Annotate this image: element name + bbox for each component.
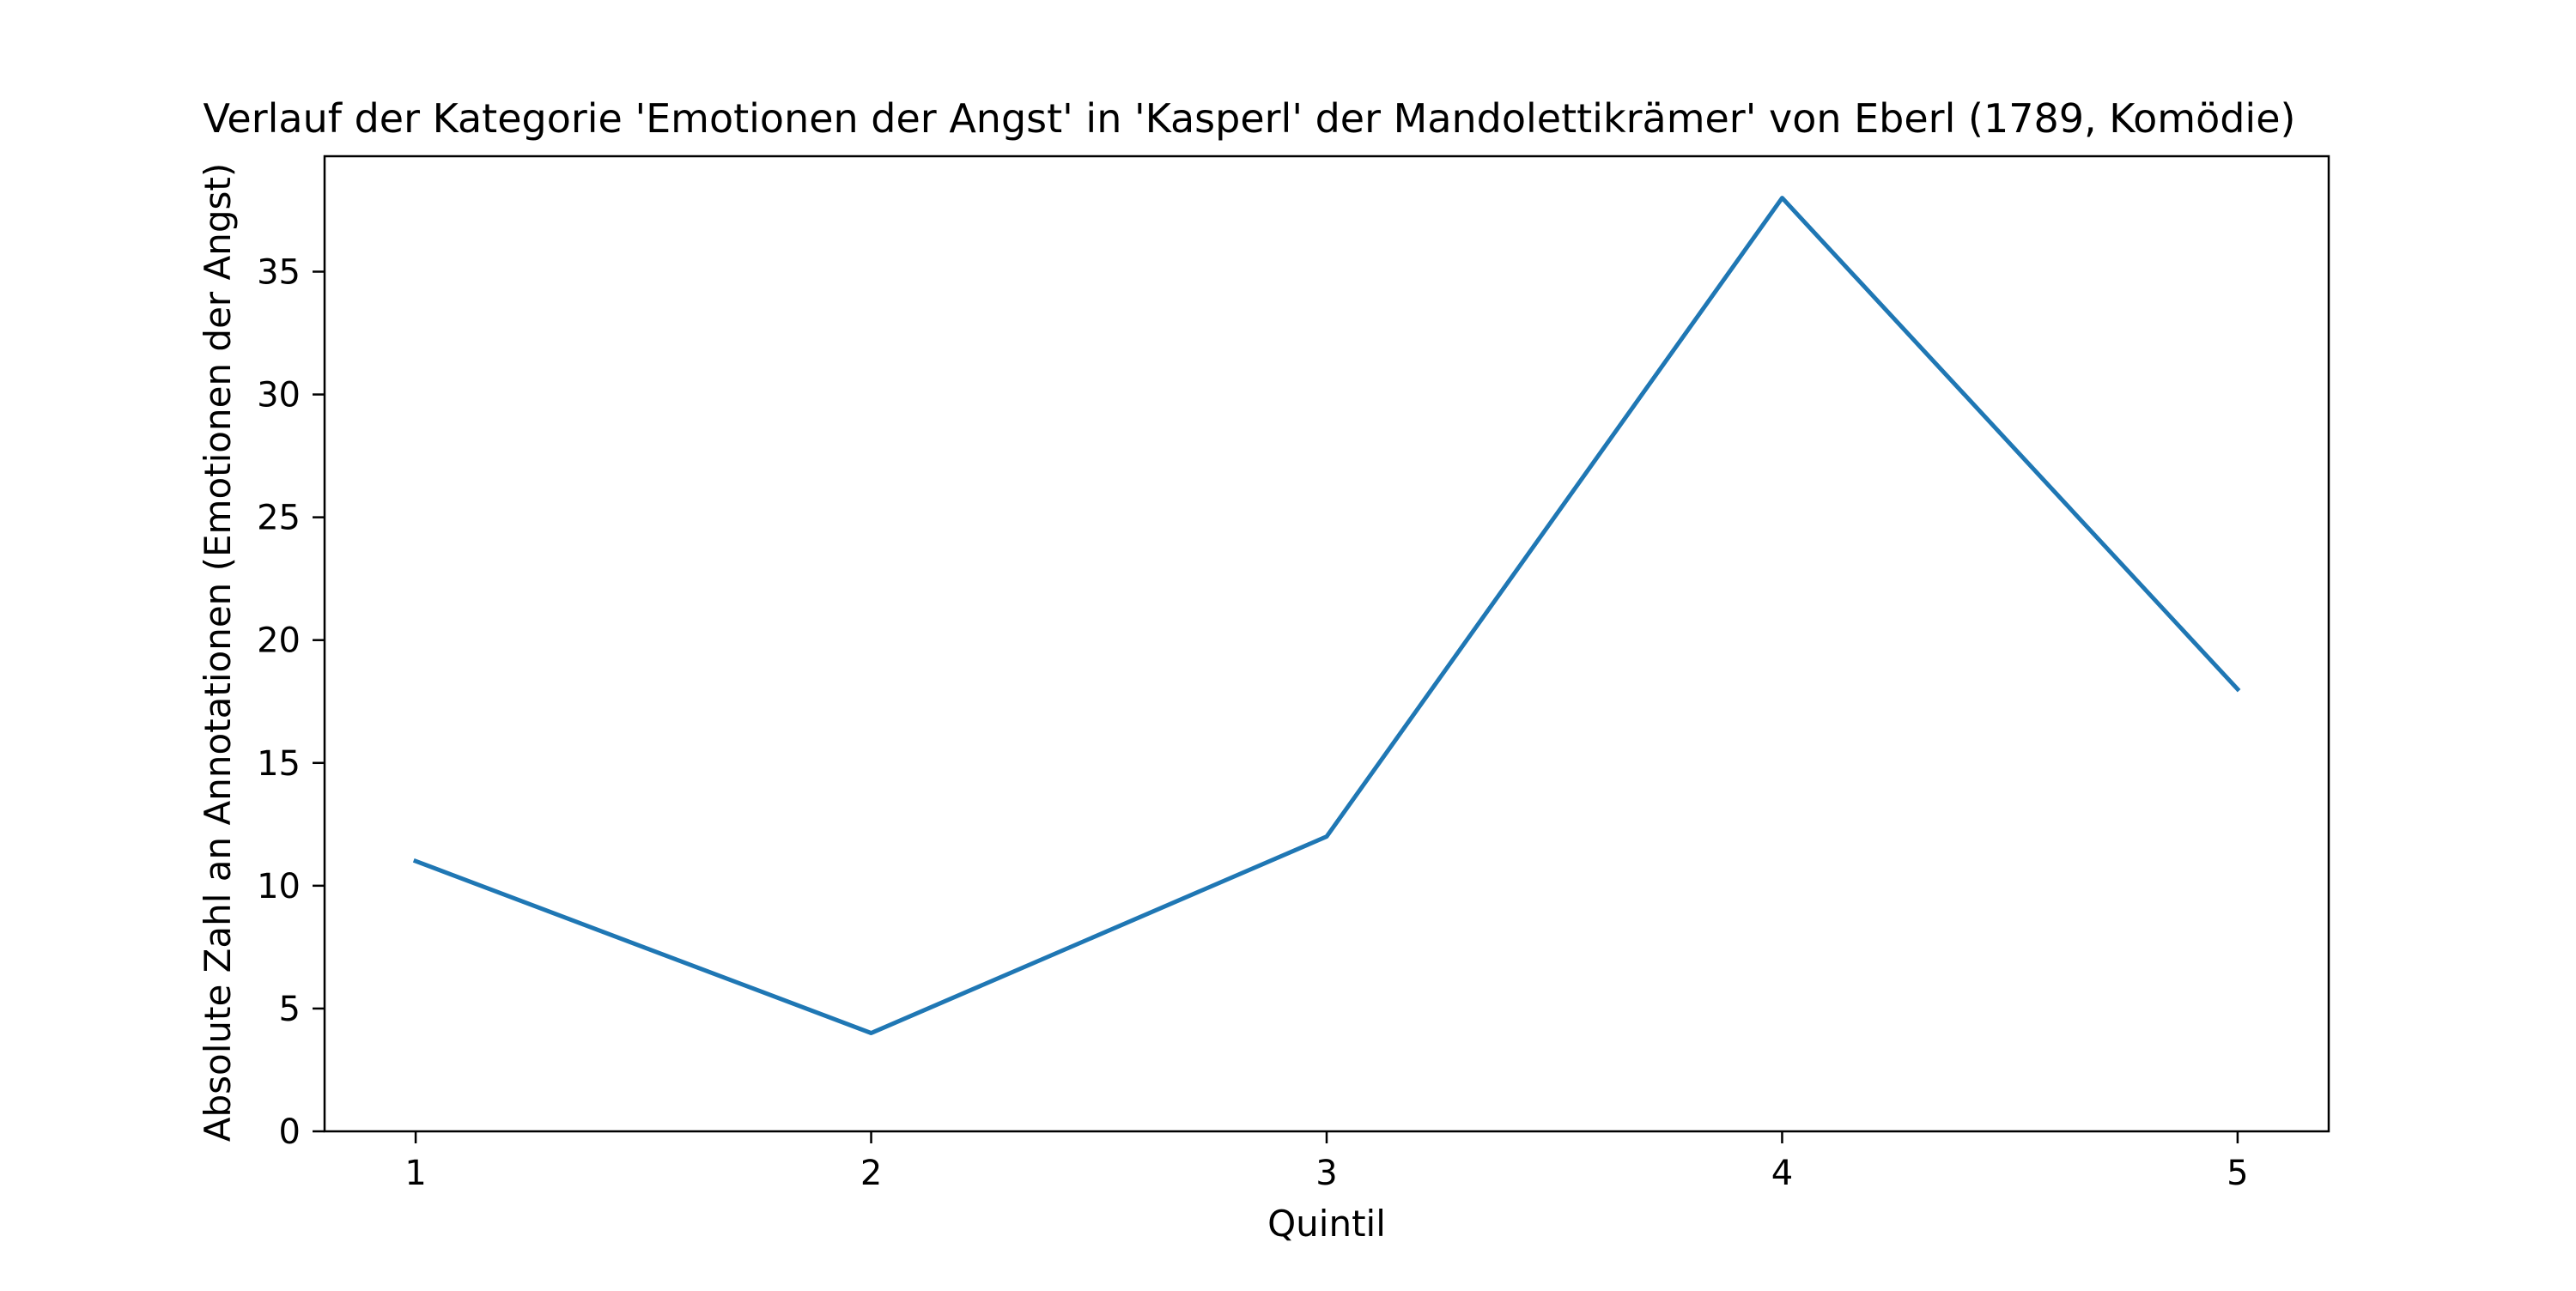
plot-area: 1 2 3 4 5 0 5 10 15 20 25 30 35: [257, 155, 2330, 1193]
chart-title: Verlauf der Kategorie 'Emotionen der Ang…: [204, 95, 2296, 142]
y-tick-label: 10: [257, 867, 301, 906]
y-tick-label: 15: [257, 744, 301, 784]
x-tick-label: 5: [2227, 1154, 2248, 1193]
y-tick-label: 35: [257, 252, 301, 292]
x-tick-label: 1: [404, 1154, 426, 1193]
x-axis-label: Quintil: [1267, 1203, 1386, 1245]
y-tick-label: 20: [257, 621, 301, 661]
y-tick-label: 30: [257, 376, 301, 415]
x-tick-label: 2: [860, 1154, 882, 1193]
y-axis-label: Absolute Zahl an Annotationen (Emotionen…: [197, 163, 239, 1143]
x-tick-label: 3: [1315, 1154, 1337, 1193]
x-tick-label: 4: [1771, 1154, 1793, 1193]
y-tick-label: 25: [257, 499, 301, 538]
y-tick-label: 5: [279, 990, 301, 1029]
series-line: [412, 196, 2241, 1035]
y-tick-label: 0: [279, 1112, 301, 1152]
